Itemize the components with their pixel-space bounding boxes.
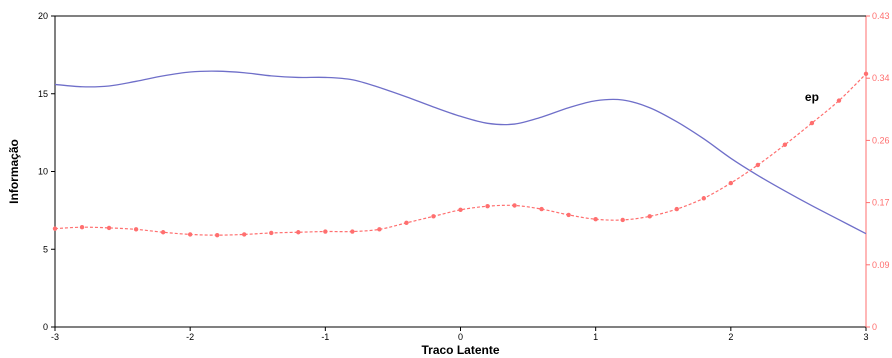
y-tick-label: 0 [43,322,48,332]
data-point-ep [53,226,57,230]
data-point-ep [215,233,219,237]
x-axis-title: Traco Latente [421,343,499,357]
data-point-ep [161,230,165,234]
data-point-ep [458,208,462,212]
data-point-ep [702,196,706,200]
x-tick-label: -2 [186,332,194,342]
x-tick-label: 3 [863,332,868,342]
data-point-ep [539,207,543,211]
y2-tick-label: 0.43 [872,11,890,21]
data-point-ep [350,229,354,233]
x-tick-label: 0 [458,332,463,342]
data-point-ep [296,230,300,234]
y2-tick-label: 0.26 [872,135,890,145]
data-point-ep [377,227,381,231]
data-point-ep [431,214,435,218]
x-tick-label: -3 [51,332,59,342]
axes [55,16,866,327]
data-point-ep [485,204,489,208]
data-point-ep [269,231,273,235]
data-point-ep [756,163,760,167]
x-tick-label: -1 [321,332,329,342]
x-tick-label: 2 [728,332,733,342]
data-point-ep [837,98,841,102]
data-point-ep [783,143,787,147]
y2-tick-label: 0.34 [872,73,890,83]
data-point-ep [729,181,733,185]
data-point-ep [648,214,652,218]
data-point-ep [810,121,814,125]
data-point-ep [323,229,327,233]
data-point-ep [242,232,246,236]
data-point-ep [621,218,625,222]
y-axis-title: Informação [7,139,21,204]
y2-tick-label: 0 [872,322,877,332]
y-tick-label: 15 [38,89,48,99]
data-point-ep [107,226,111,230]
series [53,71,868,237]
data-point-ep [864,72,868,76]
data-point-ep [188,232,192,236]
y-tick-label: 5 [43,244,48,254]
series-label-ep: ep [805,90,819,104]
data-point-ep [566,213,570,217]
data-point-ep [512,203,516,207]
data-point-ep [404,221,408,225]
data-point-ep [593,217,597,221]
y-tick-label: 10 [38,167,48,177]
y-tick-label: 20 [38,11,48,21]
y2-tick-label: 0.17 [872,198,890,208]
data-point-ep [134,227,138,231]
y2-tick-label: 0.09 [872,260,890,270]
data-point-ep [80,225,84,229]
data-point-ep [675,207,679,211]
x-tick-label: 1 [593,332,598,342]
